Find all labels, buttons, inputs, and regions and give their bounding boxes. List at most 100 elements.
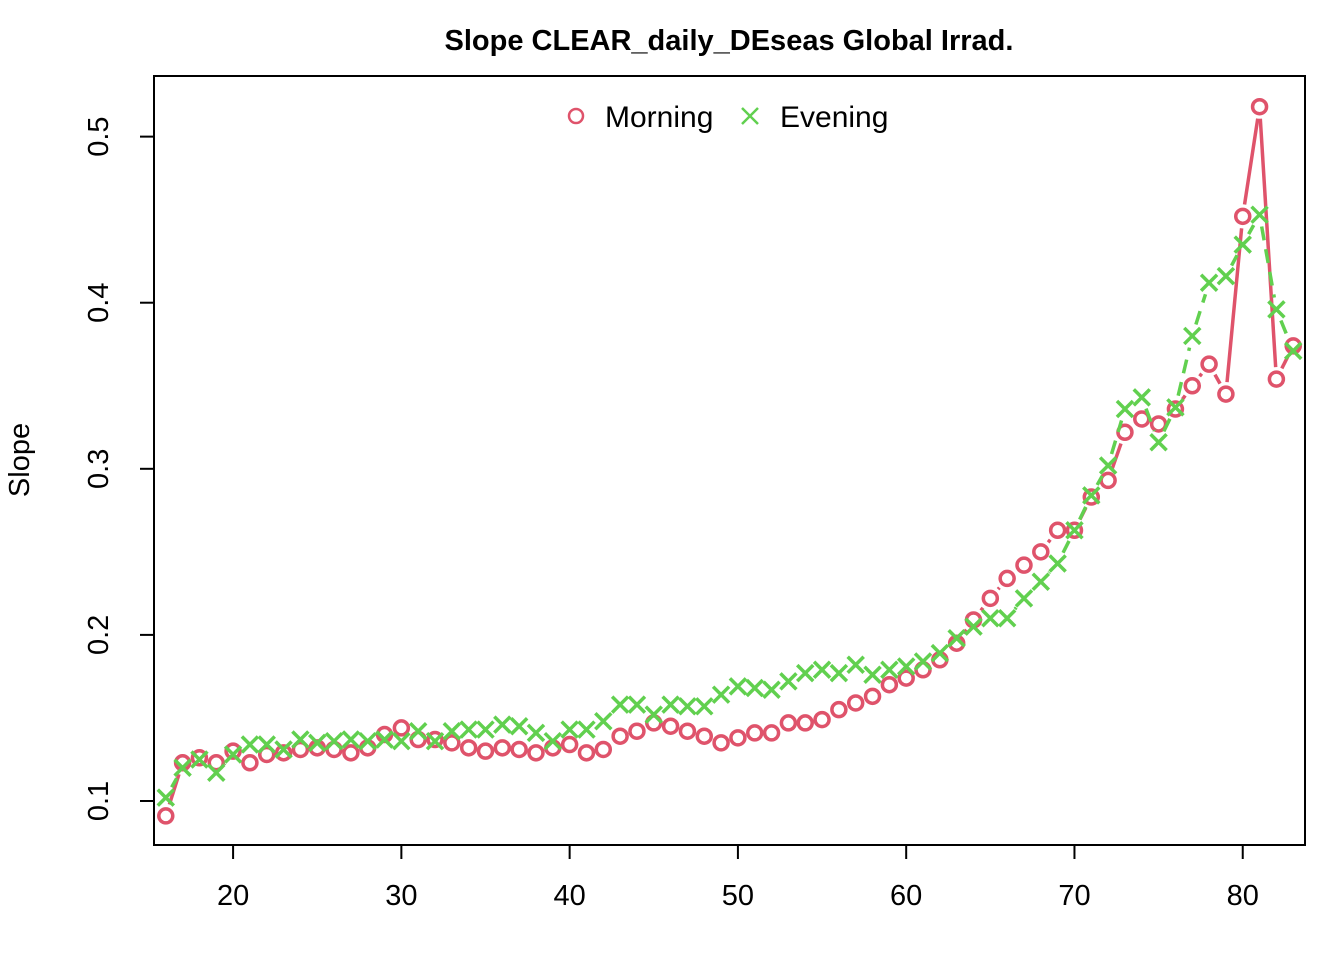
series-evening-point — [711, 685, 731, 704]
series-evening-point — [190, 750, 209, 769]
series-evening-segment — [170, 777, 179, 789]
series-evening-point — [846, 655, 865, 675]
series-evening-point — [358, 731, 377, 751]
series-morning-segment — [1213, 373, 1222, 385]
series-evening-point — [610, 695, 630, 714]
series-evening-point — [896, 657, 916, 676]
series-evening-point — [981, 609, 1000, 628]
series-morning-point — [830, 700, 848, 719]
series-morning-point — [1233, 207, 1252, 226]
series-evening-point — [1149, 432, 1168, 452]
x-tick-label: 30 — [385, 880, 417, 912]
series-evening-point — [173, 758, 192, 778]
series-evening-segment — [1013, 606, 1018, 611]
series-morning-point — [998, 569, 1016, 588]
series-evening-segment — [1162, 417, 1172, 433]
series-morning-segment — [1046, 538, 1052, 544]
legend-morning-marker — [567, 107, 585, 125]
series-morning-point — [1166, 400, 1185, 418]
series-evening-point — [324, 731, 344, 751]
series-evening-point — [392, 731, 411, 751]
x-tick-label: 80 — [1227, 880, 1259, 912]
series-morning-point — [241, 754, 259, 772]
legend-evening-label: Evening — [780, 101, 888, 134]
series-morning-segment — [1198, 372, 1204, 378]
series-evening-point — [779, 672, 798, 691]
series-evening-segment — [1061, 540, 1071, 554]
series-evening-segment — [1247, 224, 1256, 235]
series-morning-point — [1048, 521, 1067, 540]
series-morning-point — [560, 735, 579, 754]
series-morning-point — [745, 724, 764, 742]
series-morning-point — [796, 714, 814, 732]
series-morning-point — [1250, 97, 1269, 116]
series-evening-point — [997, 609, 1017, 628]
series-evening-segment — [1078, 505, 1088, 521]
series-morning-point — [443, 734, 461, 752]
series-morning-point — [1116, 423, 1134, 442]
series-evening-point — [560, 720, 579, 739]
series-evening-point — [1183, 326, 1202, 346]
series-morning-segment — [1258, 118, 1278, 368]
series-evening-segment — [1230, 254, 1239, 267]
series-evening-point — [678, 697, 697, 716]
legend-item-evening: Evening — [741, 101, 888, 134]
series-morning-point — [1082, 488, 1101, 506]
series-evening-point — [1065, 521, 1084, 540]
series-morning-point — [1099, 471, 1117, 490]
series-evening-point — [240, 735, 260, 754]
series-evening-point — [1082, 486, 1101, 505]
series-morning-point — [190, 749, 209, 767]
series-morning-point — [510, 740, 528, 759]
series-evening-segment — [1259, 226, 1277, 298]
series-evening-point — [1031, 572, 1051, 591]
series-morning-point — [779, 714, 798, 732]
series-morning-segment — [1181, 394, 1187, 401]
x-tick-label: 40 — [554, 880, 586, 912]
series-morning — [157, 97, 1302, 825]
series-evening — [156, 205, 1303, 807]
series-evening-segment — [1047, 571, 1051, 575]
series-evening-point — [459, 720, 478, 739]
series-morning-point — [712, 734, 730, 752]
series-evening-point — [930, 643, 950, 663]
series-evening-point — [543, 731, 563, 751]
series-morning-point — [257, 745, 276, 764]
series-evening-point — [913, 652, 933, 671]
series-evening-point — [762, 680, 781, 699]
series-morning-point — [459, 739, 478, 757]
series-morning-point — [291, 740, 310, 759]
series-morning-point — [1200, 355, 1218, 373]
legend-morning-label: Morning — [605, 101, 713, 134]
y-tick-label: 0.4 — [83, 283, 115, 323]
series-evening-point — [1233, 235, 1252, 254]
series-morning-point — [678, 722, 697, 740]
plot-frame — [153, 75, 1306, 846]
series-evening-segment — [1176, 347, 1192, 397]
series-evening-point — [1283, 341, 1303, 361]
series-morning-point — [1183, 377, 1202, 395]
series-evening-point — [627, 695, 647, 714]
x-axis: 20 30 40 50 60 70 80 — [217, 844, 1259, 912]
series-evening-point — [1098, 456, 1118, 475]
series-evening-point — [408, 721, 428, 741]
series-evening-point — [223, 745, 243, 764]
series-evening-point — [695, 697, 714, 716]
series-evening-point — [829, 663, 849, 683]
series-morning-segment — [979, 606, 985, 612]
series-morning-point — [695, 727, 714, 745]
series-morning-point — [863, 687, 882, 706]
series-morning-point — [342, 744, 360, 762]
series-morning-point — [392, 719, 411, 737]
series-evening-point — [207, 763, 226, 782]
series-evening-segment — [1194, 293, 1208, 326]
series-evening-point — [1048, 554, 1067, 573]
series-evening-segment — [223, 762, 227, 766]
series-morning-point — [493, 739, 512, 757]
series-evening-point — [1166, 398, 1185, 417]
series-evening-point — [442, 721, 462, 741]
series-morning-segment — [1110, 443, 1123, 470]
series-evening-point — [1216, 266, 1236, 286]
x-tick-label: 20 — [217, 880, 249, 912]
x-tick-label: 50 — [722, 880, 754, 912]
